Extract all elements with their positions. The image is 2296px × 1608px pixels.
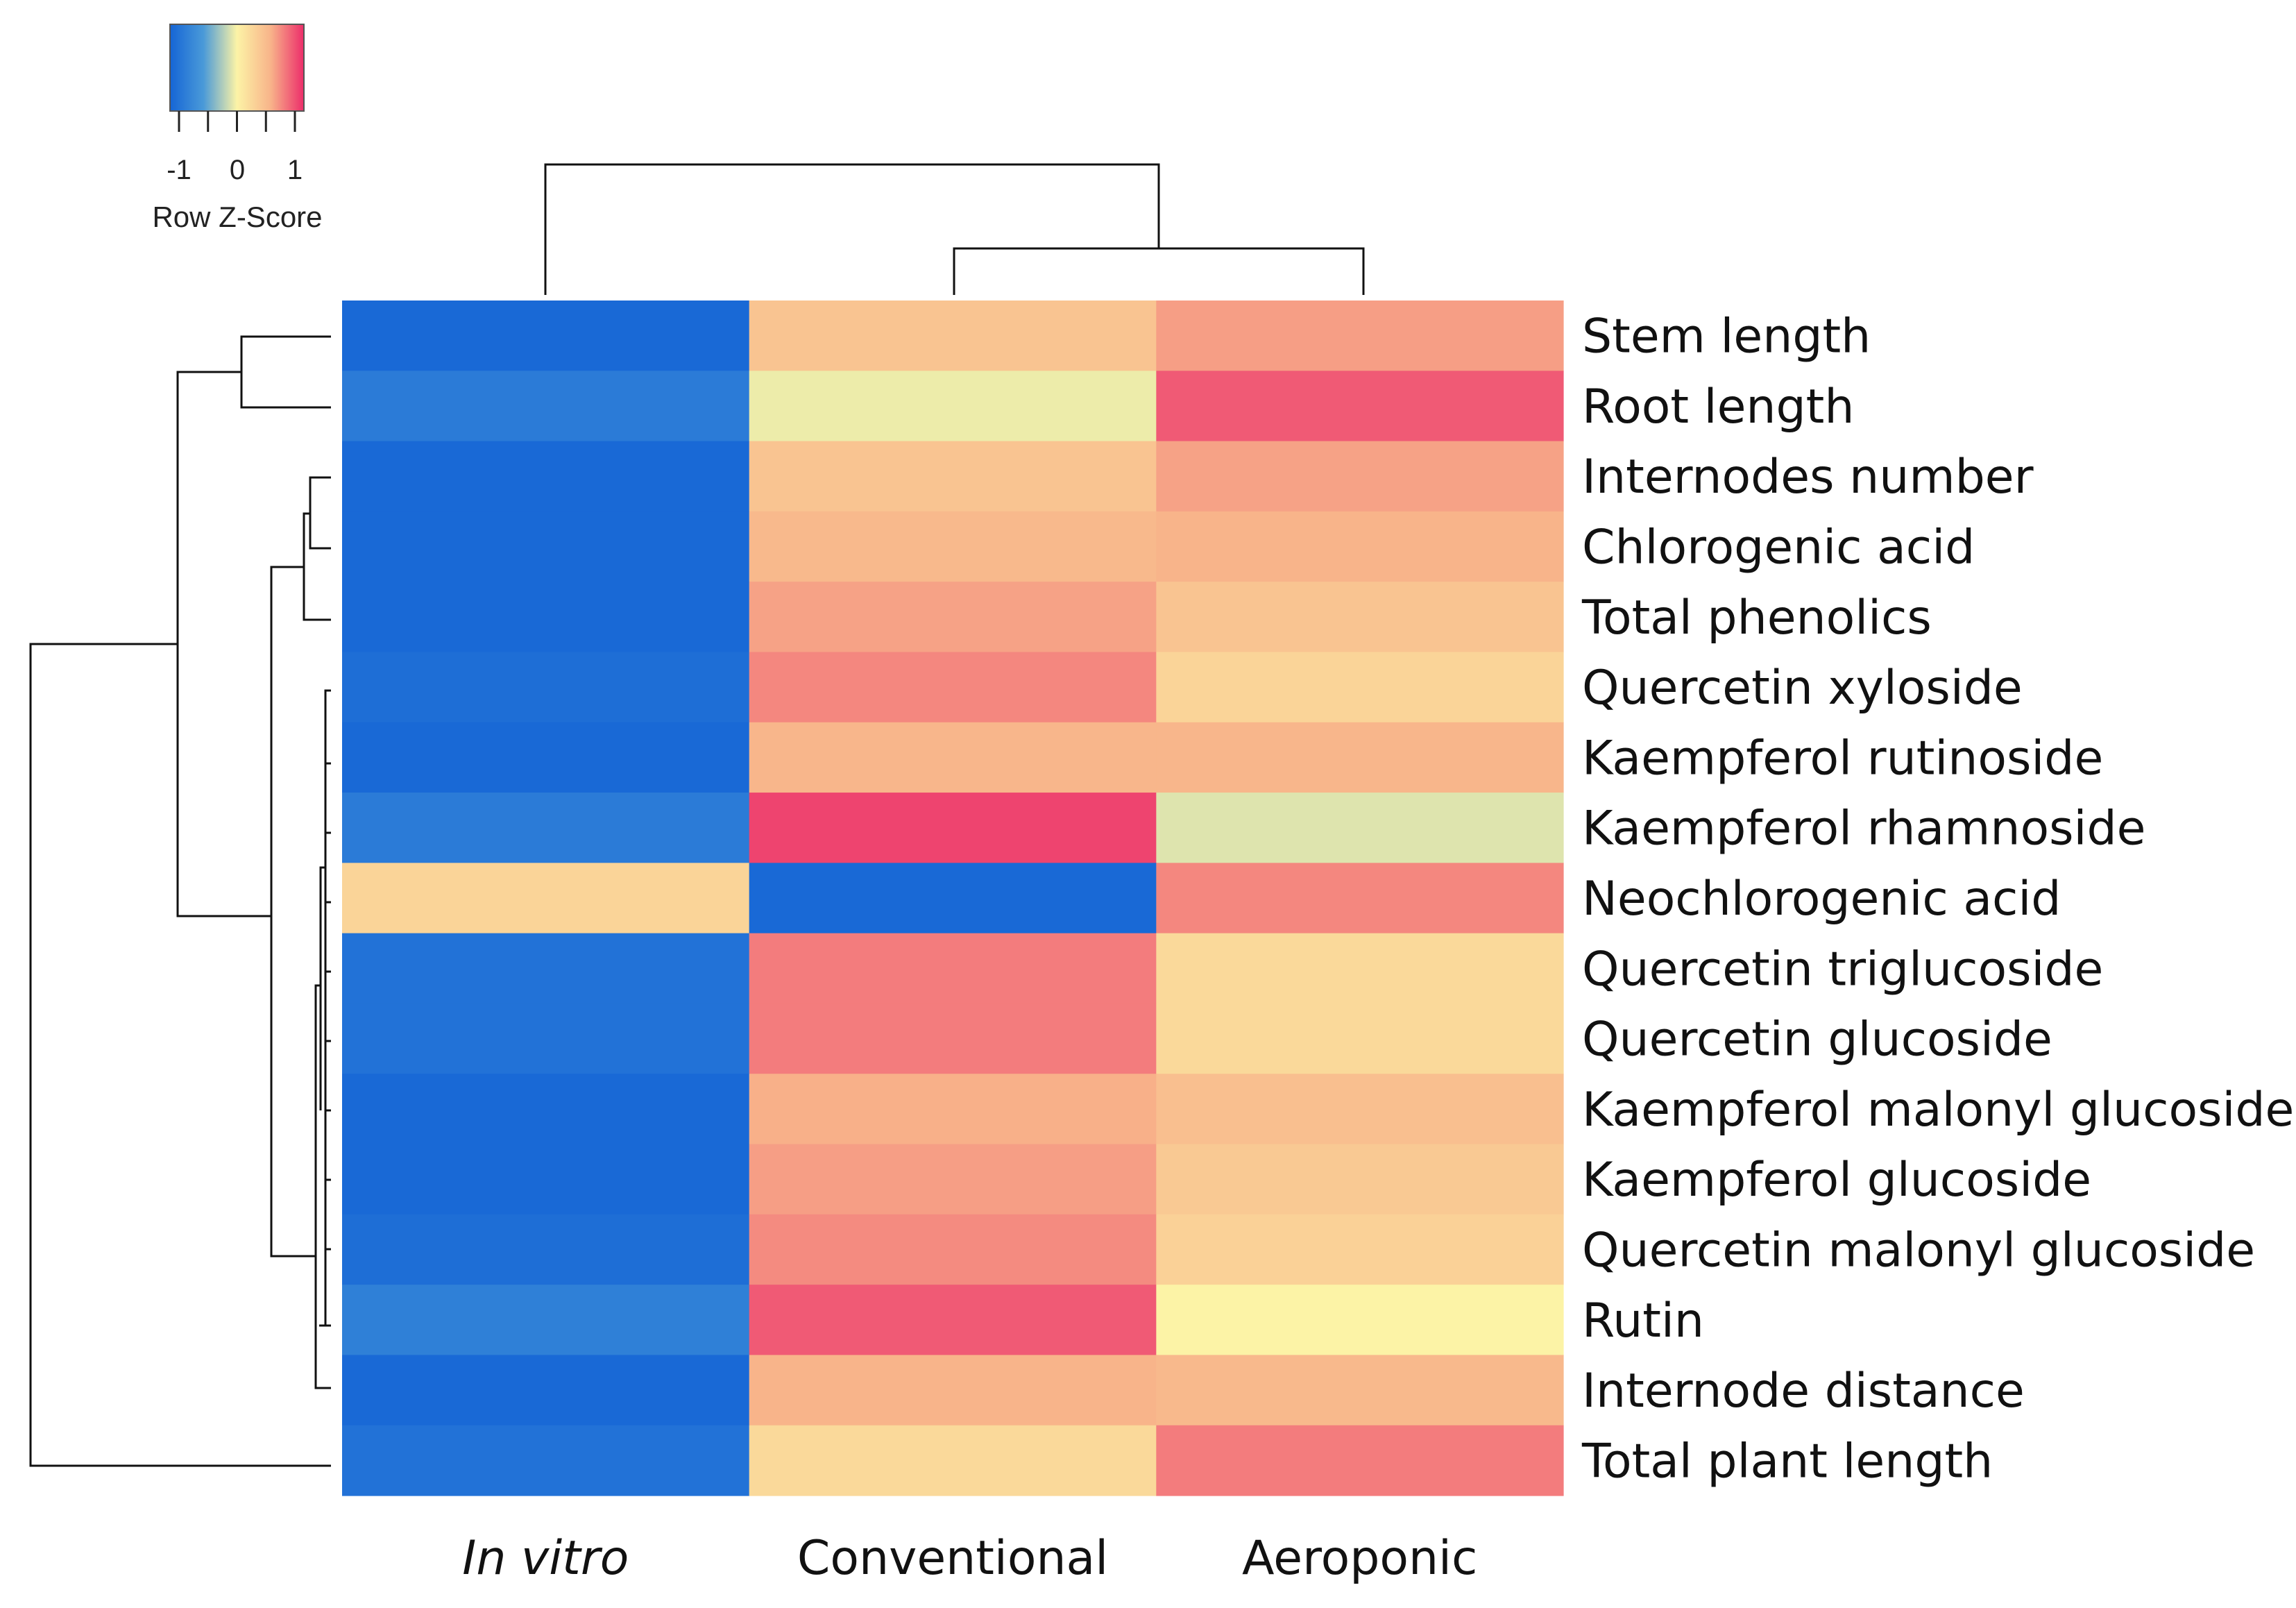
row-label: Total plant length (1581, 1434, 1993, 1489)
row-label: Kaempferol malonyl glucoside (1582, 1083, 2294, 1137)
row-label: Neochlorogenic acid (1582, 872, 2061, 926)
heatmap-cell-r2-c0 (342, 441, 750, 512)
color-key-ticks (178, 111, 296, 132)
heatmap-cell-r15-c0 (342, 1355, 750, 1426)
column-label: In vitro (462, 1531, 629, 1586)
row-label: Root length (1582, 380, 1854, 434)
column-labels: In vitro Conventional Aeroponic (462, 1531, 1477, 1586)
heatmap-cell-r1-c0 (342, 371, 750, 442)
heatmap-cell-r2-c2 (1156, 441, 1564, 512)
heatmap-cell-r15-c2 (1156, 1355, 1564, 1426)
heatmap-cell-r3-c2 (1156, 511, 1564, 582)
row-label: Internode distance (1582, 1364, 2025, 1419)
row-label: Kaempferol rutinoside (1582, 731, 2103, 786)
heatmap-cell-r0-c2 (1156, 301, 1564, 371)
heatmap-cell-r4-c0 (342, 582, 750, 653)
row-dendrogram-link-root (29, 643, 331, 1467)
heatmap-cell-r5-c0 (342, 652, 750, 723)
heatmap-cell-r11-c0 (342, 1074, 750, 1145)
heatmap-cell-r7-c2 (1156, 793, 1564, 863)
row-label: Kaempferol glucoside (1582, 1153, 2091, 1208)
row-label: Kaempferol rhamnoside (1582, 802, 2145, 856)
row-label: Quercetin glucoside (1582, 1013, 2052, 1067)
row-label: Quercetin triglucoside (1582, 942, 2103, 997)
heatmap-cell-r6-c1 (749, 722, 1157, 793)
legend-tick-0: 0 (230, 155, 245, 185)
row-label: Total phenolics (1581, 591, 1932, 645)
heatmap-cell-r14-c2 (1156, 1285, 1564, 1356)
row-dendrogram-link-flavonoid-core (319, 689, 331, 1327)
heatmap-cell-r16-c2 (1156, 1425, 1564, 1496)
column-dendrogram-link-root (544, 163, 1160, 295)
color-key-gradient (169, 24, 305, 112)
heatmap-cell-r8-c1 (749, 863, 1157, 934)
row-label: Stem length (1582, 310, 1871, 364)
heatmap-cell-r4-c2 (1156, 582, 1564, 653)
row-label: Rutin (1582, 1294, 1704, 1348)
column-dendrogram-link-conventional-aeroponic (953, 247, 1365, 295)
heatmap-cell-r2-c1 (749, 441, 1157, 512)
heatmap-cell-r11-c2 (1156, 1074, 1564, 1145)
heatmap-cell-r13-c0 (342, 1214, 750, 1285)
heatmap-cell-r3-c0 (342, 511, 750, 582)
heatmap-cell-r10-c1 (749, 1003, 1157, 1074)
row-labels: Stem length Root length Internodes number C… (1581, 310, 2294, 1489)
legend-tick-1: 1 (287, 155, 303, 185)
heatmap-cell-r6-c0 (342, 722, 750, 793)
legend-title: Row Z-Score (152, 201, 322, 233)
column-label: Conventional (797, 1531, 1108, 1586)
heatmap-cell-r14-c1 (749, 1285, 1157, 1356)
row-dendrogram-link-flavonoid-sub (314, 866, 331, 1389)
row-label: Quercetin malonyl glucoside (1582, 1223, 2255, 1278)
heatmap-cell-r1-c2 (1156, 371, 1564, 442)
heatmap-cell-r9-c2 (1156, 933, 1564, 1004)
heatmap-cell-r10-c0 (342, 1003, 750, 1074)
heatmap-cell-r4-c1 (749, 582, 1157, 653)
color-key-legend: -1 0 1 Row Z-Score (152, 24, 323, 233)
heatmap-cell-r7-c1 (749, 793, 1157, 863)
heatmap-cell-r9-c1 (749, 933, 1157, 1004)
row-label: Chlorogenic acid (1582, 521, 1975, 575)
heatmap-cell-r12-c2 (1156, 1144, 1564, 1215)
row-dendrogram-link-phenolics-group (303, 512, 331, 621)
row-dendrogram-link-mid (270, 566, 316, 1258)
legend-tick-neg1: -1 (167, 155, 192, 185)
heatmap-cell-r14-c0 (342, 1285, 750, 1356)
heatmap-cells (342, 301, 1564, 1496)
heatmap-cell-r13-c2 (1156, 1214, 1564, 1285)
row-label: Internodes number (1582, 450, 2034, 505)
column-dendrogram (544, 163, 1365, 295)
heatmap-cell-r8-c2 (1156, 863, 1564, 934)
row-dendrogram-link-stem-root (240, 335, 331, 409)
heatmap-cell-r3-c1 (749, 511, 1157, 582)
heatmap-cell-r10-c2 (1156, 1003, 1564, 1074)
heatmap-cell-r1-c1 (749, 371, 1157, 442)
heatmap-cell-r15-c1 (749, 1355, 1157, 1426)
heatmap-cell-r7-c0 (342, 793, 750, 863)
row-dendrogram-link-upper (176, 371, 271, 917)
heatmap-cell-r5-c1 (749, 652, 1157, 723)
heatmap-cell-r0-c0 (342, 301, 750, 371)
heatmap-cell-r6-c2 (1156, 722, 1564, 793)
heatmap-cell-r16-c0 (342, 1425, 750, 1496)
heatmap-cell-r16-c1 (749, 1425, 1157, 1496)
heatmap-cell-r5-c2 (1156, 652, 1564, 723)
heatmap-cell-r0-c1 (749, 301, 1157, 371)
heatmap-cell-r12-c0 (342, 1144, 750, 1215)
row-label: Quercetin xyloside (1582, 661, 2023, 716)
heatmap-cell-r11-c1 (749, 1074, 1157, 1145)
heatmap-cell-r12-c1 (749, 1144, 1157, 1215)
row-dendrogram (29, 335, 331, 1467)
row-dendrogram-link-flavonoid-inner (325, 762, 331, 1327)
heatmap-cell-r13-c1 (749, 1214, 1157, 1285)
heatmap-cell-r8-c0 (342, 863, 750, 934)
row-dendrogram-link-internodes-chlorogenic (309, 476, 331, 550)
column-label: Aeroponic (1242, 1531, 1477, 1586)
heatmap-cell-r9-c0 (342, 933, 750, 1004)
